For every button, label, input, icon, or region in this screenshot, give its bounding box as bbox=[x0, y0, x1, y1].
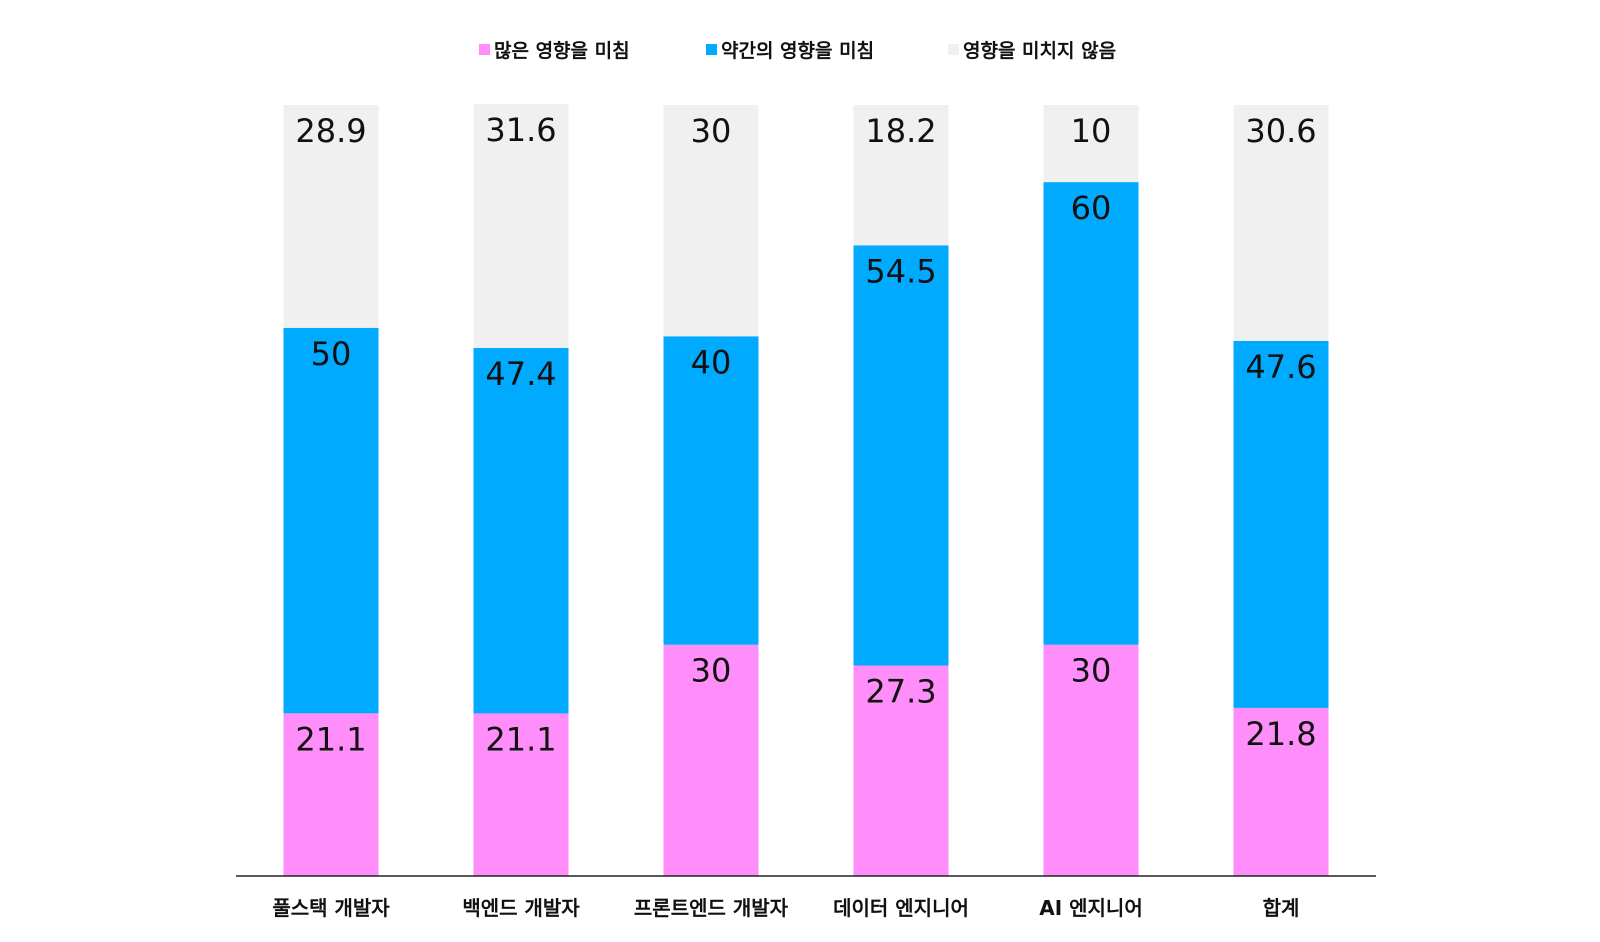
legend-swatch bbox=[948, 44, 959, 55]
data-label: 27.3 bbox=[865, 673, 936, 711]
data-label: 30 bbox=[691, 112, 732, 150]
data-label: 21.1 bbox=[485, 720, 556, 758]
bar-segment bbox=[1043, 182, 1139, 645]
bar-segment bbox=[853, 105, 949, 246]
data-label: 40 bbox=[691, 343, 732, 381]
x-tick-label: 백엔드 개발자 bbox=[462, 896, 580, 920]
data-label: 30 bbox=[691, 652, 732, 690]
legend-swatch bbox=[706, 44, 717, 55]
bar-segment bbox=[663, 336, 759, 645]
data-label: 21.1 bbox=[295, 720, 366, 758]
x-axis-labels: 풀스택 개발자 백엔드 개발자 프론트엔드 개발자 데이터 엔지니어 AI 엔지니어 합계 bbox=[272, 896, 1299, 920]
data-label: 21.8 bbox=[1245, 715, 1316, 753]
bar-segment bbox=[473, 713, 569, 876]
bar-segment bbox=[1043, 644, 1139, 876]
bar-segment bbox=[283, 713, 379, 876]
data-label: 10 bbox=[1071, 112, 1112, 150]
data-label: 28.9 bbox=[295, 112, 366, 150]
bar-segment bbox=[663, 105, 759, 337]
bar-segment bbox=[283, 327, 379, 714]
legend-swatch bbox=[479, 44, 490, 55]
legend-label: 영향을 미치지 않음 bbox=[963, 40, 1116, 62]
bar-segment bbox=[283, 105, 379, 328]
data-label: 31.6 bbox=[485, 111, 556, 149]
data-label: 60 bbox=[1071, 189, 1112, 227]
bar-segment bbox=[1233, 340, 1329, 708]
x-tick-label: 풀스택 개발자 bbox=[272, 896, 390, 920]
x-tick-label: 프론트엔드 개발자 bbox=[634, 896, 789, 920]
x-tick-label: 합계 bbox=[1263, 896, 1300, 920]
legend-label: 약간의 영향을 미침 bbox=[721, 40, 874, 62]
bar-segment bbox=[473, 347, 569, 714]
x-tick-label: AI 엔지니어 bbox=[1039, 896, 1142, 920]
x-tick-label: 데이터 엔지니어 bbox=[833, 896, 969, 920]
legend-label: 많은 영향을 미침 bbox=[494, 40, 630, 62]
data-label: 18.2 bbox=[865, 112, 936, 150]
chart-legend: 많은 영향을 미침 약간의 영향을 미침 영향을 미치지 않음 bbox=[479, 40, 1116, 62]
data-label: 47.6 bbox=[1245, 348, 1316, 386]
chart-bars: 21.1 50 28.9 21.1 47.4 31.6 30 40 30 27.3 54.5 18.2… bbox=[283, 104, 1329, 876]
data-label: 50 bbox=[311, 335, 352, 373]
bar-segment bbox=[663, 644, 759, 876]
bar-segment bbox=[1233, 105, 1329, 341]
data-label: 54.5 bbox=[865, 252, 936, 290]
data-label: 30 bbox=[1071, 652, 1112, 690]
data-label: 47.4 bbox=[485, 355, 556, 393]
bar-segment bbox=[853, 665, 949, 876]
bar-segment bbox=[853, 245, 949, 666]
bar-segment bbox=[1043, 105, 1139, 183]
data-label: 30.6 bbox=[1245, 112, 1316, 150]
bar-segment bbox=[473, 104, 569, 348]
bar-segment bbox=[1233, 707, 1329, 876]
